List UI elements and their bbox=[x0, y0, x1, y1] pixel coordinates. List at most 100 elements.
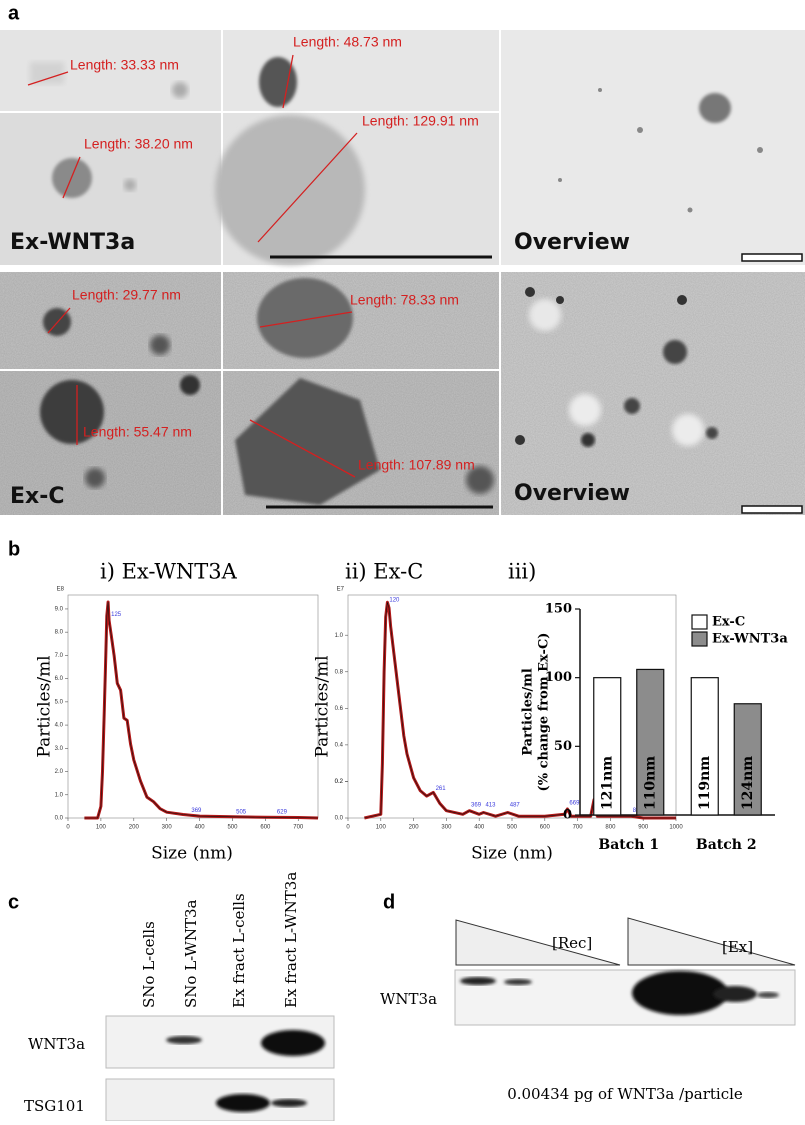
x-tick-label: 300 bbox=[441, 825, 452, 831]
legend-label: Ex-WNT3a bbox=[712, 632, 788, 647]
x-tick-label: 600 bbox=[540, 825, 551, 831]
x-tick-label: 200 bbox=[409, 825, 420, 831]
measurement: Length: 33.33 nm bbox=[70, 57, 179, 73]
row-label: WNT3a bbox=[380, 990, 437, 1008]
panel-label: d bbox=[383, 891, 395, 913]
measurement: Length: 107.89 nm bbox=[358, 457, 475, 473]
panel-a: a Length: 33.33 nm Length: 48.73 nm Leng… bbox=[0, 2, 805, 515]
chart-title: ii) Ex-C bbox=[345, 560, 423, 584]
y-tick-label: 2.0 bbox=[55, 769, 64, 775]
y-tick-label: 1.0 bbox=[55, 792, 64, 798]
row-label: TSG101 bbox=[24, 1097, 85, 1115]
peak-label: 669 bbox=[569, 801, 580, 807]
measurement: Length: 29.77 nm bbox=[72, 287, 181, 303]
micrograph bbox=[0, 272, 221, 369]
y-tick-label: 100 bbox=[545, 670, 572, 685]
plot-frame bbox=[347, 594, 677, 819]
x-tick-label: 0 bbox=[346, 825, 350, 831]
y-tick-label: 0.8 bbox=[335, 669, 344, 675]
y-tick-label: 7.0 bbox=[55, 653, 64, 659]
y-tick-label: 0.0 bbox=[55, 816, 64, 822]
lane-label: SNo L-WNT3a bbox=[182, 900, 200, 1008]
x-tick-label: 700 bbox=[573, 825, 584, 831]
caption: Ex-C bbox=[10, 484, 65, 509]
measurement: Length: 129.91 nm bbox=[362, 113, 479, 129]
gradient-label: [Ex] bbox=[722, 938, 753, 956]
x-tick-label: 500 bbox=[227, 825, 238, 831]
micrographs-top: Length: 33.33 nm Length: 48.73 nm Length… bbox=[0, 30, 805, 265]
y-axis-label: (% change from Ex-C) bbox=[537, 633, 552, 792]
x-tick-label: 0 bbox=[66, 825, 70, 831]
measurement: Length: 55.47 nm bbox=[83, 424, 192, 440]
peak-label: 487 bbox=[510, 802, 521, 808]
peak-label: 125 bbox=[111, 612, 122, 618]
micrograph bbox=[0, 113, 221, 265]
chart-title: iii) bbox=[508, 560, 536, 584]
panel-b: b bbox=[8, 538, 20, 560]
x-tick-label: 700 bbox=[293, 825, 304, 831]
caption: Overview bbox=[514, 230, 630, 255]
plot-frame bbox=[67, 594, 319, 819]
measurement: Length: 38.20 nm bbox=[84, 136, 193, 152]
legend-swatch bbox=[691, 614, 708, 630]
lane-label: SNo L-cells bbox=[140, 921, 158, 1008]
peak-label: 120 bbox=[389, 598, 400, 604]
bar bbox=[733, 703, 762, 816]
bar bbox=[690, 677, 719, 816]
caption: Ex-WNT3a bbox=[10, 230, 135, 255]
bar bbox=[593, 677, 622, 816]
x-tick-label: 100 bbox=[96, 825, 107, 831]
axis-multiplier: E7 bbox=[337, 587, 345, 593]
x-axis-label: Size (nm) bbox=[151, 844, 233, 864]
bar-annotation: 119nm bbox=[697, 756, 713, 810]
y-tick-label: 0.0 bbox=[335, 816, 344, 822]
y-tick-label: 4.0 bbox=[55, 723, 64, 729]
x-tick-label: 1000 bbox=[669, 825, 683, 831]
y-tick-label: 0 bbox=[563, 808, 572, 823]
y-tick-label: 0.6 bbox=[335, 706, 344, 712]
peak-label: 505 bbox=[236, 809, 247, 815]
row-label: WNT3a bbox=[28, 1035, 85, 1053]
bar bbox=[636, 668, 665, 816]
x-tick-label: 300 bbox=[162, 825, 173, 831]
y-tick-label: 150 bbox=[545, 602, 572, 617]
panel-label: a bbox=[8, 2, 20, 24]
y-tick-label: 0.2 bbox=[335, 779, 344, 785]
x-tick-label: 400 bbox=[474, 825, 485, 831]
peak-label: 629 bbox=[277, 809, 288, 815]
peak-label: 413 bbox=[485, 802, 496, 808]
lane-label: Ex fract L-WNT3a bbox=[282, 872, 300, 1008]
micrograph bbox=[501, 30, 805, 265]
y-axis-label: Particles/ml bbox=[521, 668, 536, 756]
x-tick-label: 800 bbox=[605, 825, 616, 831]
y-tick-label: 6.0 bbox=[55, 676, 64, 682]
size-distribution-mean bbox=[84, 601, 319, 819]
panel-c: c SNo L-cells SNo L-WNT3a Ex fract L-cel… bbox=[8, 872, 335, 1122]
gradient-label: [Rec] bbox=[552, 934, 592, 952]
legend-swatch bbox=[691, 631, 708, 647]
x-tick-label: Batch 2 bbox=[696, 837, 757, 853]
axis-multiplier: E8 bbox=[57, 587, 65, 593]
bar-annotation: 121nm bbox=[599, 756, 615, 810]
peak-label: 261 bbox=[436, 786, 447, 792]
chart-title: i) Ex-WNT3A bbox=[100, 560, 238, 584]
lane-label: Ex fract L-cells bbox=[230, 893, 248, 1008]
x-tick-label: 500 bbox=[507, 825, 518, 831]
y-axis-label: Particles/ml bbox=[313, 655, 333, 757]
panel-label: c bbox=[8, 891, 19, 913]
measurement: Length: 48.73 nm bbox=[293, 34, 402, 50]
y-tick-label: 0.4 bbox=[335, 742, 344, 748]
caption: 0.00434 pg of WNT3a /particle bbox=[507, 1085, 743, 1103]
y-tick-label: 50 bbox=[554, 739, 572, 754]
peak-label: 369 bbox=[191, 808, 202, 814]
x-tick-label: Batch 1 bbox=[598, 837, 659, 853]
size-distribution bbox=[84, 600, 319, 820]
y-tick-label: 1.0 bbox=[335, 633, 344, 639]
y-tick-label: 5.0 bbox=[55, 699, 64, 705]
x-tick-label: 400 bbox=[195, 825, 206, 831]
y-tick-label: 9.0 bbox=[55, 607, 64, 613]
bar-annotation: 124nm bbox=[740, 756, 756, 810]
peak-label: 369 bbox=[471, 802, 482, 808]
measurement: Length: 78.33 nm bbox=[350, 292, 459, 308]
